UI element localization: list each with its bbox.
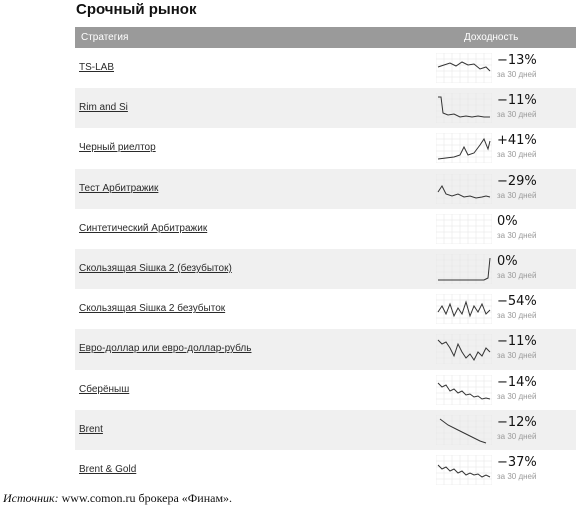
sparkline-line xyxy=(439,418,487,444)
table-row: Синтетический Арбитражик 0% за 30 дней xyxy=(75,209,576,249)
yield-period: за 30 дней xyxy=(497,391,537,401)
sparkline-line xyxy=(437,184,491,199)
yield-value: −14% xyxy=(497,374,537,390)
sparkline-line xyxy=(437,339,491,362)
table-row: Тест Арбитражик −29% за 30 дней xyxy=(75,168,576,209)
yield-value: −54% xyxy=(497,294,537,310)
strategy-link[interactable]: Черный риелтор xyxy=(79,142,156,154)
sparkline-chart xyxy=(436,133,492,164)
yield-value: −11% xyxy=(497,334,537,350)
sparkline-chart xyxy=(436,173,492,204)
strategy-link[interactable]: Скользящая Siшка 2 безубыток xyxy=(79,303,226,315)
strategy-link[interactable]: Rim and Si xyxy=(79,102,128,114)
sparkline-chart xyxy=(436,53,492,83)
yield-value: −12% xyxy=(497,414,537,430)
yield-period: за 30 дней xyxy=(497,311,537,321)
yield-period: за 30 дней xyxy=(497,230,537,240)
strategy-link[interactable]: Скользящая Siшка 2 (безубыток) xyxy=(79,262,232,274)
sparkline-line xyxy=(437,464,491,478)
table-header: Стратегия Доходность xyxy=(75,27,576,48)
yield-value: −37% xyxy=(497,454,537,470)
sparkline-line xyxy=(438,257,491,281)
source-text: www.comon.ru брокера «Финам». xyxy=(58,491,233,505)
yield-value: −11% xyxy=(497,93,537,109)
yield-value: −13% xyxy=(497,53,537,68)
table-row: Сберёныш −14% за 30 дней xyxy=(75,370,576,410)
yield-period: за 30 дней xyxy=(497,110,537,120)
strategies-table: Стратегия Доходность TS-LAB −13% за 30 дне… xyxy=(75,27,576,490)
strategy-link[interactable]: Синтетический Арбитражик xyxy=(79,222,208,234)
column-header-yield: Доходность xyxy=(464,32,519,43)
yield-period: за 30 дней xyxy=(497,150,537,160)
yield-period: за 30 дней xyxy=(497,471,537,481)
sparkline-chart xyxy=(436,213,492,244)
sparkline-chart xyxy=(436,253,492,284)
column-header-strategy: Стратегия xyxy=(81,32,129,43)
table-row: Rim and Si −11% за 30 дней xyxy=(75,88,576,129)
sparkline-line xyxy=(437,382,491,400)
yield-period: за 30 дней xyxy=(497,270,537,280)
table-row: Скользящая Siшка 2 безубыток −54% за 30 дн… xyxy=(75,289,576,329)
table-row: Brent & Gold −37% за 30 дней xyxy=(75,450,576,490)
yield-period: за 30 дней xyxy=(497,431,537,441)
sparkline-chart xyxy=(436,374,492,405)
page-title: Срочный рынок xyxy=(76,1,197,18)
table-row: Черный риелтор +41% за 30 дней xyxy=(75,128,576,168)
yield-value: +41% xyxy=(497,133,537,149)
sparkline-chart xyxy=(436,414,492,445)
yield-value: 0% xyxy=(497,213,518,229)
sparkline-chart xyxy=(436,294,492,325)
sparkline-chart xyxy=(436,93,492,124)
strategy-link[interactable]: Brent & Gold xyxy=(79,463,137,475)
yield-period: за 30 дней xyxy=(497,351,537,361)
strategy-link[interactable]: Евро-доллар или евро-доллар-рубль xyxy=(79,343,252,355)
source-label: Источник: xyxy=(3,491,59,505)
table-row: Brent −12% за 30 дней xyxy=(75,409,576,450)
yield-period: за 30 дней xyxy=(497,70,537,79)
sparkline-line xyxy=(437,300,491,318)
sparkline-chart xyxy=(436,454,492,485)
sparkline-line xyxy=(438,96,490,118)
table-row: Евро-доллар или евро-доллар-рубль −11% за … xyxy=(75,329,576,370)
table-row: TS-LAB −13% за 30 дней xyxy=(75,48,576,88)
strategy-link[interactable]: Тест Арбитражик xyxy=(79,182,159,194)
table-row: Скользящая Siшка 2 (безубыток) 0% за 30 дн… xyxy=(75,248,576,290)
source-caption: Источник: www.comon.ru брокера «Финам». xyxy=(3,491,232,506)
sparkline-line xyxy=(437,61,491,72)
yield-period: за 30 дней xyxy=(497,190,537,200)
strategy-link[interactable]: TS-LAB xyxy=(79,62,115,73)
strategy-link[interactable]: Сберёныш xyxy=(79,383,130,395)
sparkline-line xyxy=(437,138,491,160)
yield-value: 0% xyxy=(497,253,518,269)
strategy-link[interactable]: Brent xyxy=(79,423,103,435)
sparkline-chart xyxy=(436,334,492,365)
yield-value: −29% xyxy=(497,173,537,189)
